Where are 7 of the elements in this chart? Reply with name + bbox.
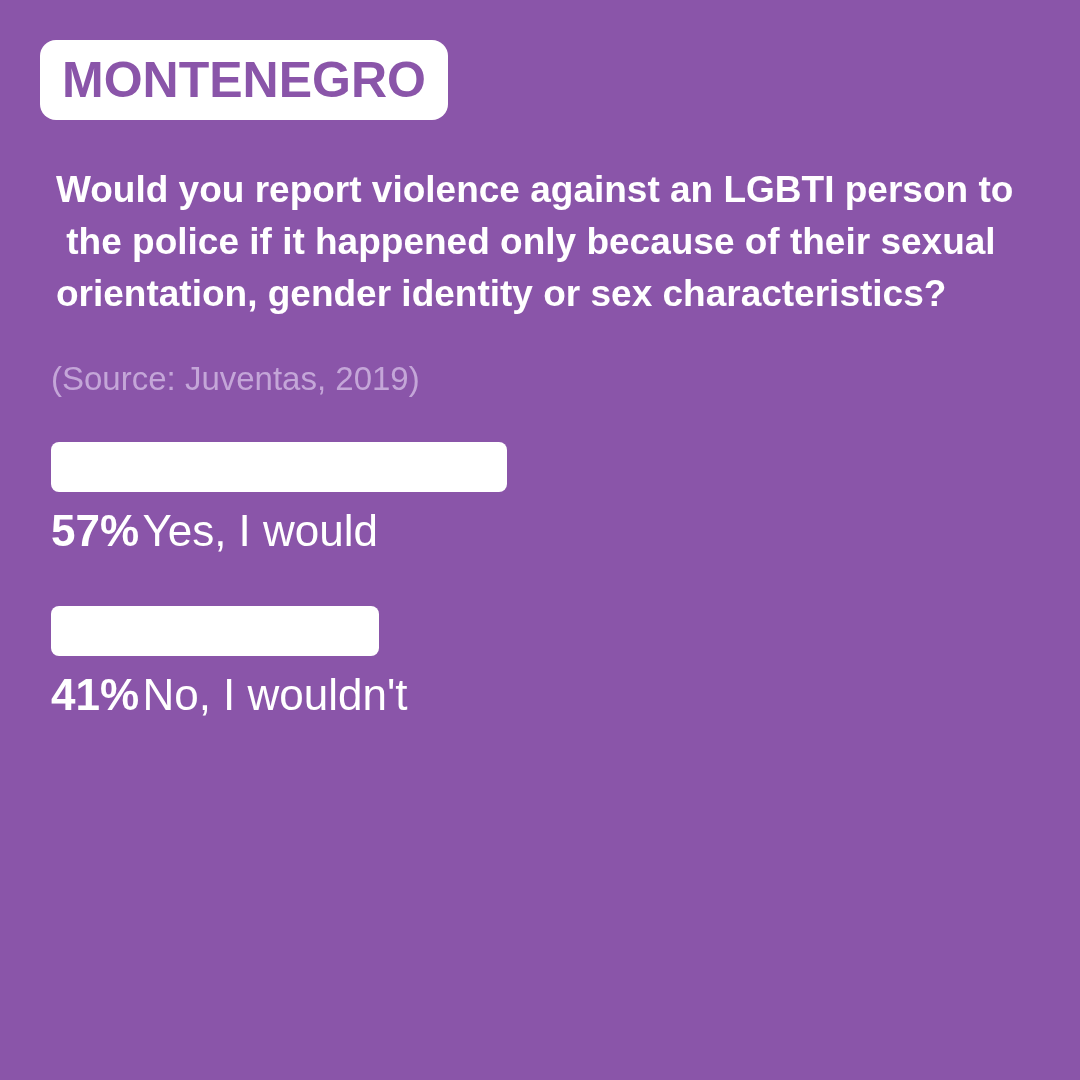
text: (Source: Juventas, 2019) (51, 360, 420, 397)
data-label: 41% (51, 669, 140, 719)
chart-title: Would you report violence against an LGBTI person to the police if it happened only because of their sexual orientation, gender identity or sex characteristics? (56, 168, 1014, 314)
chart-subtitle: MONTENEGRO (40, 40, 448, 120)
y-tick-label: Yes, I would (142, 505, 379, 555)
y-tick-label: No, I wouldn't (142, 669, 408, 719)
data-label: 57% (51, 505, 140, 555)
